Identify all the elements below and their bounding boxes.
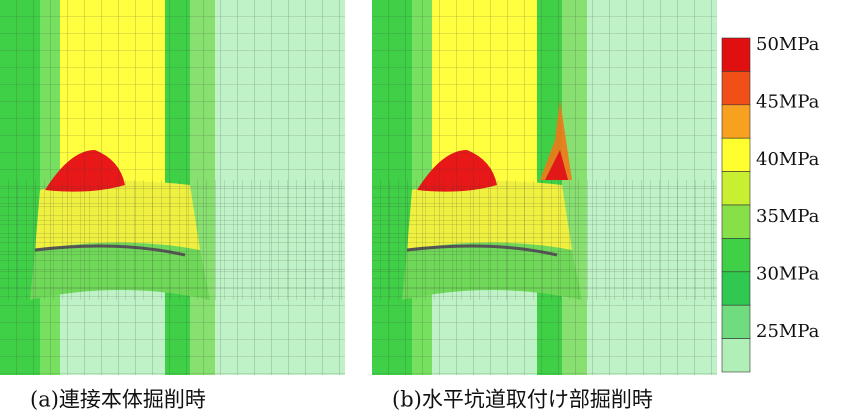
legend-swatch [722, 205, 750, 238]
legend-label: 50MPa [756, 34, 820, 55]
legend-swatch [722, 38, 750, 71]
panel-b [372, 0, 717, 375]
legend-label: 25MPa [756, 321, 820, 342]
caption: (a)連接本体掘削時 [30, 388, 206, 412]
legend-swatch [722, 238, 750, 271]
legend-label: 40MPa [756, 149, 820, 170]
legend-swatch [722, 305, 750, 338]
legend-label: 30MPa [756, 264, 820, 285]
panel-a [0, 0, 345, 375]
legend-label: 35MPa [756, 206, 820, 227]
figure: (a)連接本体掘削時 (b)水平坑道取付け部掘削時 50MPa 45MPa 40MP… [0, 0, 849, 418]
legend-swatch [722, 272, 750, 305]
legend-swatch [722, 339, 750, 372]
legend: 50MPa 45MPa 40MPa 35MPa 30MPa 25MPa [722, 34, 820, 372]
legend-swatch [722, 105, 750, 138]
caption: (b)水平坑道取付け部掘削時 [392, 388, 653, 412]
legend-label: 45MPa [756, 91, 820, 112]
legend-swatch [722, 71, 750, 104]
legend-swatch [722, 172, 750, 205]
legend-swatch [722, 138, 750, 171]
